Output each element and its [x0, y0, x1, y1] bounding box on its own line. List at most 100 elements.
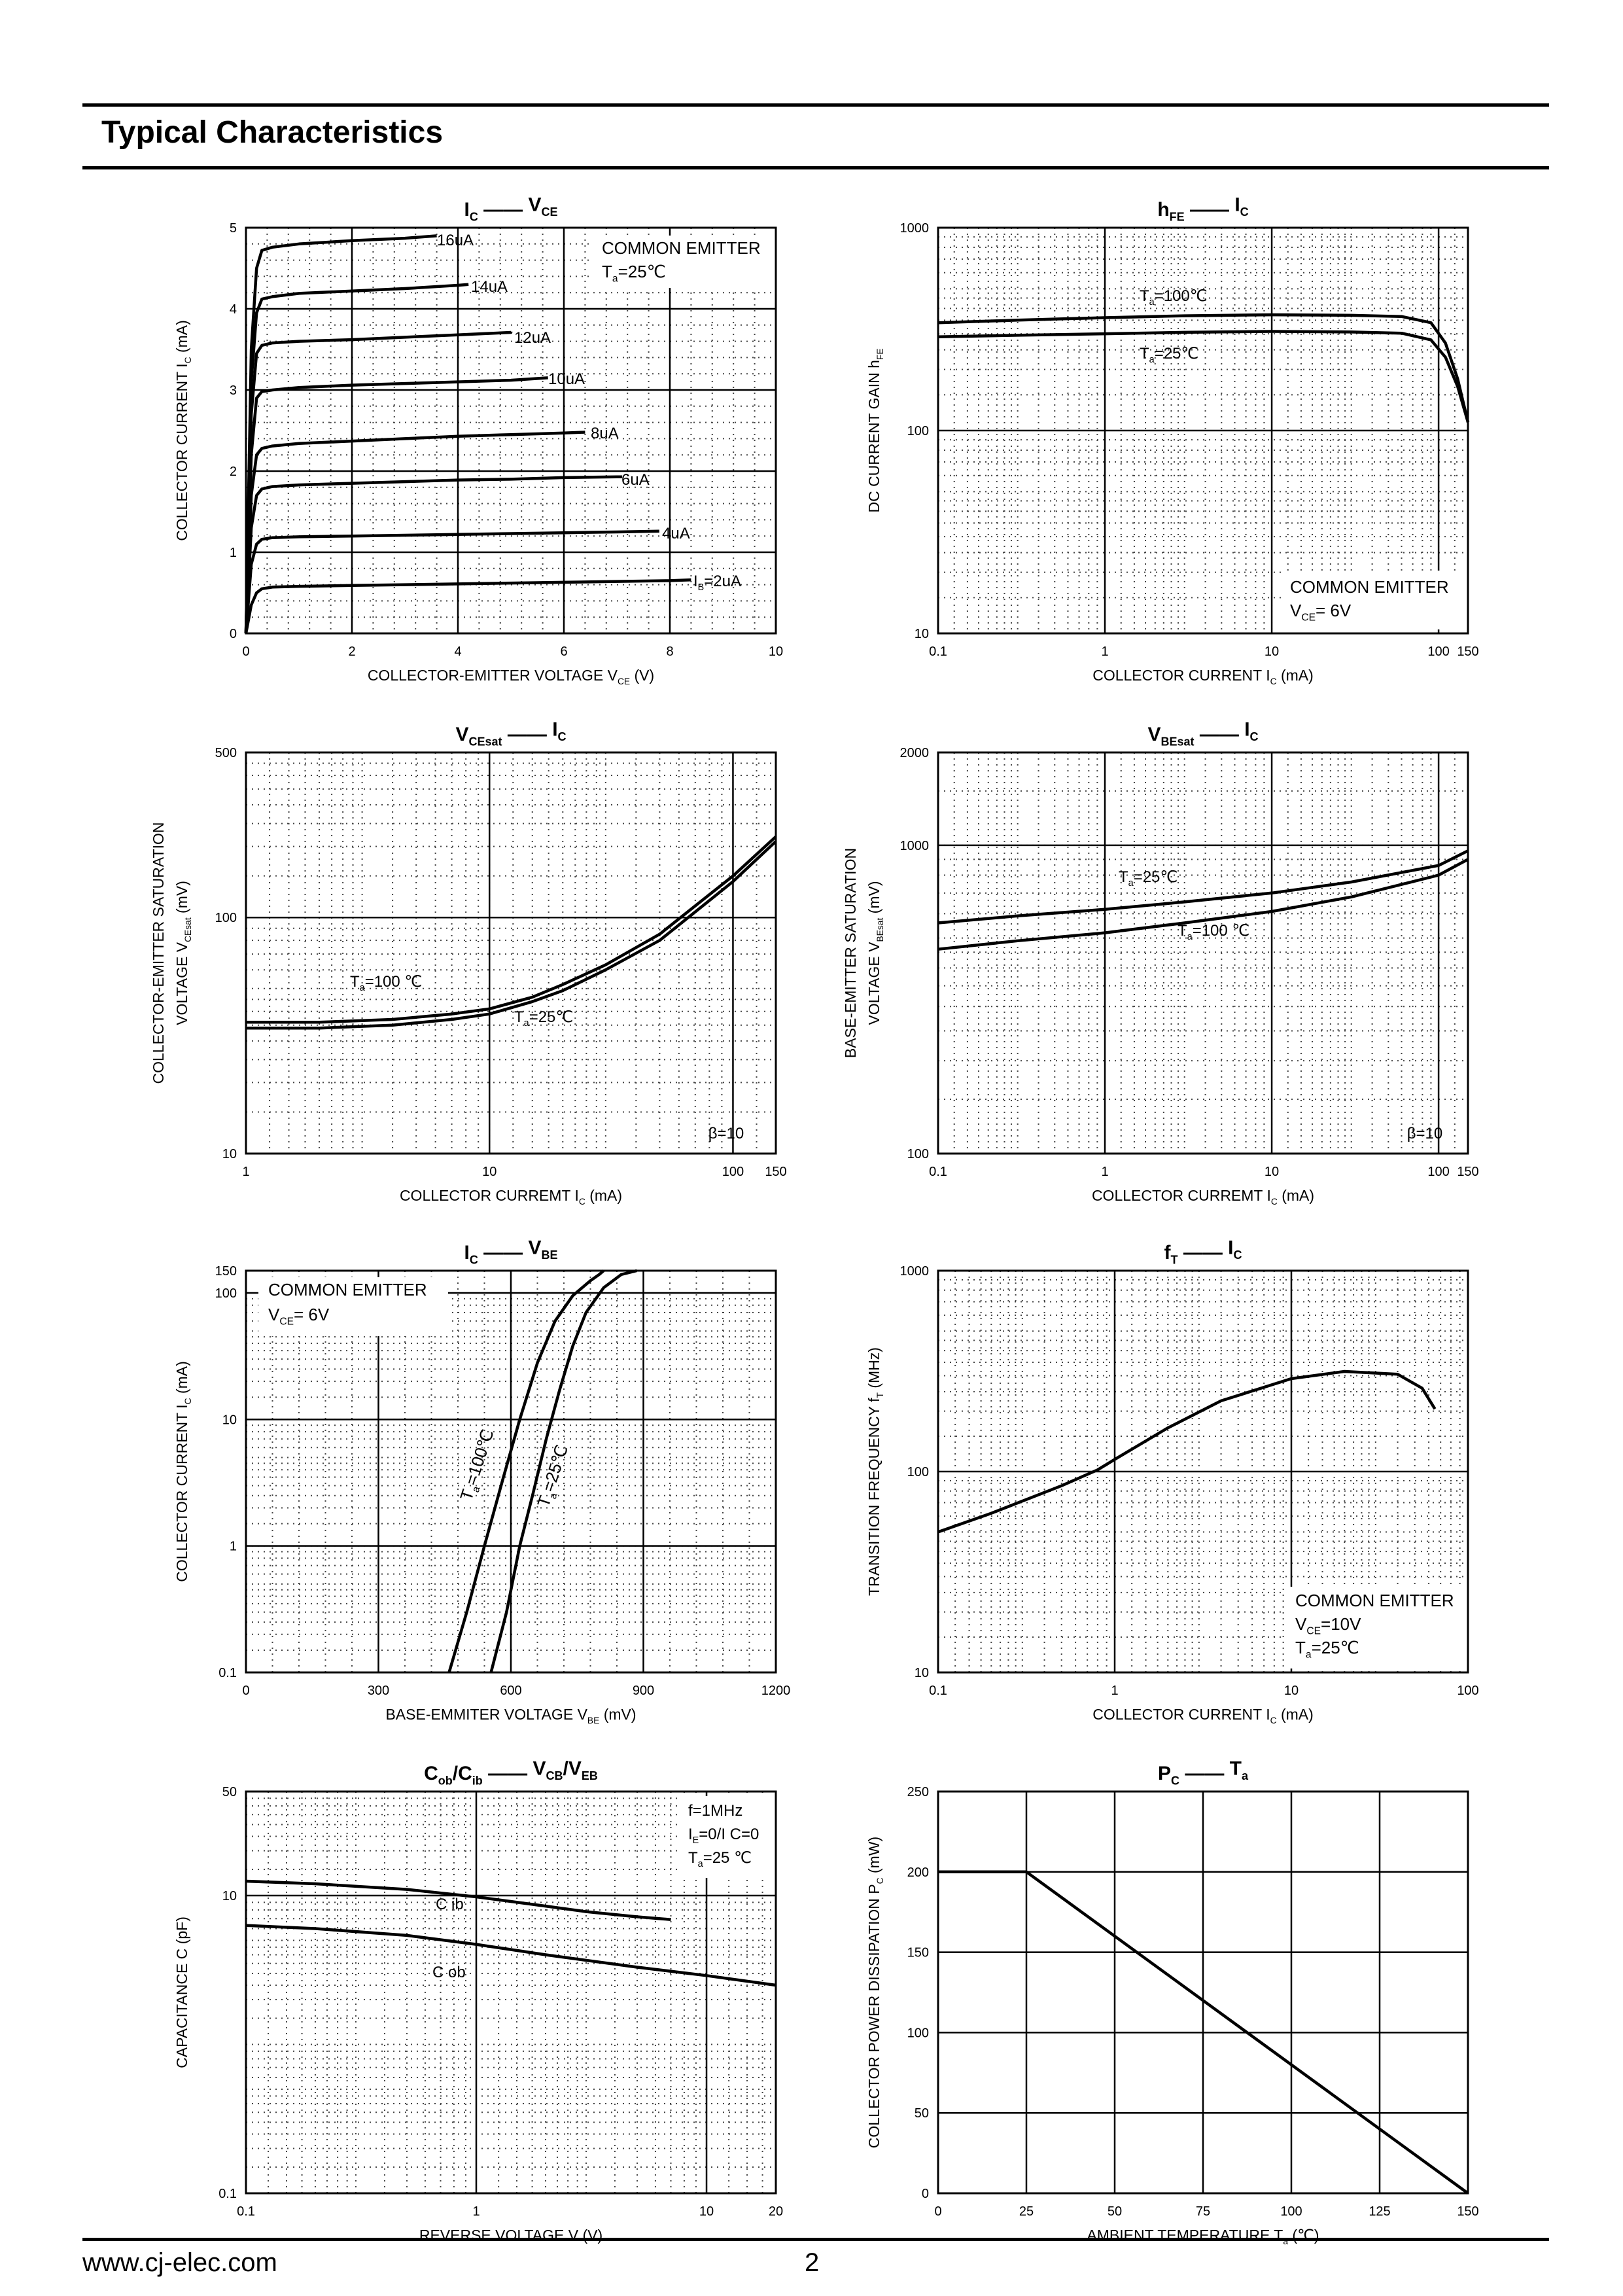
- x-tick-label: 1: [1101, 1165, 1108, 1179]
- text-part: AMBIENT TEMPERATURE: [1087, 2227, 1274, 2244]
- x-axis-label: AMBIENT TEMPERATURE Ta (℃): [1087, 2227, 1319, 2246]
- condition-box: [258, 1277, 448, 1336]
- footer-website[interactable]: www.cj-elec.com: [82, 2248, 277, 2277]
- text-part: (mA): [1277, 667, 1314, 684]
- text-part: =25℃: [1312, 1638, 1359, 1657]
- y-tick-label: 4: [230, 302, 237, 317]
- subscript: a: [1242, 1769, 1249, 1782]
- text-part: /C: [453, 1763, 472, 1784]
- y-axis-label: BASE-EMITTER SATURATION: [842, 848, 859, 1058]
- x-tick-label: 1: [242, 1165, 249, 1179]
- x-tick-label: 10: [1265, 1165, 1279, 1179]
- text-part: T: [1230, 1758, 1242, 1780]
- subscript: a: [1306, 1650, 1312, 1661]
- x-axis-label: COLLECTOR-EMITTER VOLTAGE VCE (V): [368, 667, 654, 686]
- text-part: COMMON EMITTER: [1290, 577, 1449, 597]
- subscript: a: [1283, 2236, 1288, 2246]
- text-part: V: [1290, 601, 1302, 620]
- x-tick-label: 10: [699, 2204, 714, 2219]
- x-tick-label: 0: [242, 645, 249, 659]
- subscript: C: [1270, 1716, 1277, 1725]
- grid: [246, 1271, 776, 1672]
- text-part: =25℃: [618, 262, 666, 281]
- x-tick-label: 25: [1019, 2204, 1034, 2219]
- condition-box: [592, 236, 772, 288]
- series-group: [246, 835, 777, 1030]
- subscript: C: [1171, 1775, 1179, 1788]
- y-axis-label: DC CURRENT GAIN hFE: [865, 348, 885, 512]
- condition-text: VCE= 6V: [268, 1305, 330, 1328]
- condition-text: Ta=25℃: [1295, 1638, 1359, 1661]
- text-part: C ib: [436, 1896, 464, 1913]
- condition-text: COMMON EMITTER: [1290, 577, 1449, 597]
- chart-title: VBEsat —— IC: [1147, 719, 1258, 749]
- series-line-4uA: [244, 529, 659, 634]
- grid: [246, 228, 776, 633]
- text-part: 14uA: [471, 278, 508, 296]
- series-label: Ta=25℃: [1119, 868, 1178, 889]
- series-label: C ib: [436, 1896, 464, 1913]
- y-tick-label: 100: [907, 1465, 929, 1479]
- text-part: ——: [1185, 199, 1235, 221]
- text-part: T: [1274, 2227, 1283, 2244]
- y-axis-label: VOLTAGE VBEsat (mV): [865, 881, 885, 1025]
- y-tick-label: 0.1: [218, 2187, 237, 2201]
- x-tick-label: 8: [666, 645, 673, 659]
- x-tick-label: 0.1: [929, 1684, 947, 1698]
- series-label: 14uA: [471, 278, 508, 296]
- y-tick-label: 100: [907, 1147, 929, 1161]
- text-part: V: [1147, 724, 1161, 745]
- text-part: COMMON EMITTER: [268, 1280, 427, 1299]
- text-part: ——: [1195, 724, 1245, 745]
- subscript: FE: [875, 348, 885, 360]
- y-axis-label: VOLTAGE VCEsat (mV): [173, 881, 193, 1025]
- series-label: Ta=100 ℃: [1178, 922, 1249, 942]
- subscript: C: [470, 211, 478, 224]
- subscript: CEsat: [183, 917, 193, 942]
- y-tick-label: 100: [907, 2026, 929, 2040]
- text-part: V: [865, 942, 882, 952]
- text-part: V: [268, 1305, 280, 1324]
- text-part: I: [1266, 1706, 1270, 1723]
- condition-text: COMMON EMITTER: [1295, 1591, 1454, 1610]
- text-part: (mA): [1278, 1187, 1314, 1204]
- y-tick-label: 10: [915, 627, 929, 641]
- x-tick-label: 300: [368, 1684, 389, 1698]
- series-label: Ta=100 ℃: [350, 973, 422, 993]
- text-part: COLLECTOR CURREMT: [400, 1187, 575, 1204]
- y-tick-label: 200: [907, 1865, 929, 1880]
- plot-frame: [937, 1269, 1469, 1674]
- subscript: EB: [582, 1769, 598, 1782]
- series-line-Ta=25℃: [937, 849, 1469, 925]
- subscript: BEsat: [875, 918, 885, 942]
- text-part: =100 ℃: [1193, 922, 1250, 940]
- y-tick-label: 0: [230, 627, 237, 641]
- series-line-Pc: [938, 1870, 1469, 2195]
- text-part: I: [173, 363, 190, 367]
- condition-text: VCE= 6V: [1290, 601, 1352, 624]
- series-label: Ta=100℃: [1140, 287, 1208, 308]
- text-part: h: [1157, 199, 1169, 221]
- series-group: [937, 313, 1470, 423]
- x-tick-label: 150: [765, 1165, 786, 1179]
- text-part: 4uA: [662, 525, 690, 542]
- subscript: C: [1250, 730, 1259, 743]
- y-axis-label: COLLECTOR CURRENT IC (mA): [173, 1361, 193, 1582]
- text-part: COLLECTOR-EMITTER VOLTAGE: [368, 667, 608, 684]
- text-part: I: [464, 1242, 469, 1263]
- text-part: V: [528, 1237, 541, 1259]
- text-part: P: [865, 1884, 882, 1894]
- text-part: T: [1178, 922, 1187, 940]
- text-part: 16uA: [437, 232, 474, 249]
- y-tick-label: 50: [915, 2106, 929, 2121]
- series-line-Cob: [245, 1924, 777, 1987]
- plot-frame: [937, 751, 1469, 1155]
- text-part: (mA): [585, 1187, 622, 1204]
- text-part: VOLTAGE: [865, 952, 882, 1025]
- series-label: 4uA: [662, 525, 690, 542]
- text-part: =25 ℃: [703, 1849, 752, 1867]
- chart-title: IC —— VBE: [464, 1237, 557, 1267]
- x-tick-label: 0: [242, 1684, 249, 1698]
- y-tick-label: 10: [222, 1889, 237, 1903]
